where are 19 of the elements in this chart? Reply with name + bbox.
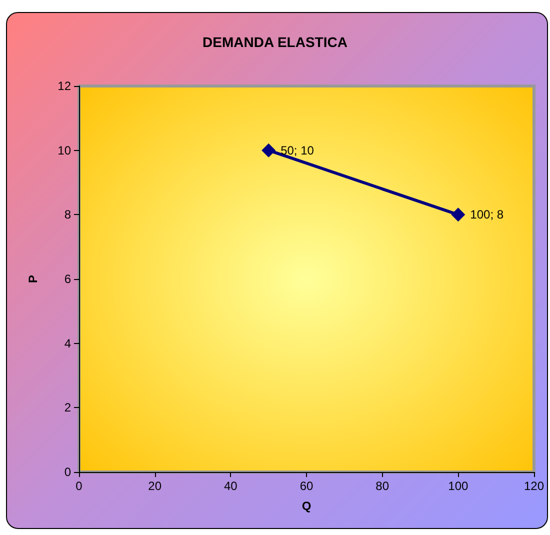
x-tick-label: 80 (376, 479, 390, 493)
y-tick-label: 0 (64, 465, 72, 479)
y-tick-label: 6 (64, 272, 72, 286)
y-tick-label: 8 (64, 208, 72, 222)
data-label: 100; 8 (470, 208, 504, 222)
y-axis-title: P (26, 274, 40, 284)
x-tick-label: 40 (224, 479, 238, 493)
y-tick-label: 2 (64, 400, 72, 415)
chart-title: DEMANDA ELASTICA (202, 34, 348, 50)
y-tick-label: 12 (58, 79, 72, 93)
y-tick-label: 10 (58, 143, 72, 158)
data-label: 50; 10 (280, 143, 314, 158)
x-axis-title: Q (302, 499, 312, 513)
x-tick-label: 60 (300, 479, 314, 493)
x-tick-label: 0 (76, 479, 83, 493)
y-tick-label: 4 (64, 336, 72, 350)
x-tick-label: 20 (148, 479, 162, 493)
x-tick-label: 120 (524, 479, 544, 493)
x-tick-label: 100 (448, 479, 468, 493)
